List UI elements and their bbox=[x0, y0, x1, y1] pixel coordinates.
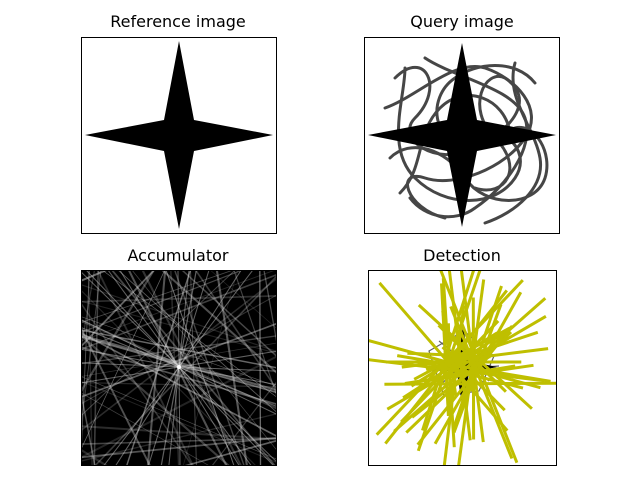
reference-image-panel bbox=[81, 37, 277, 234]
reference-image-title: Reference image bbox=[58, 12, 298, 32]
accumulator-peak bbox=[177, 365, 181, 369]
reference-star-shape bbox=[85, 41, 273, 229]
detection-vote-lines bbox=[368, 270, 557, 466]
accumulator-panel bbox=[81, 270, 277, 466]
accumulator-title: Accumulator bbox=[58, 246, 298, 266]
detection-title: Detection bbox=[342, 246, 582, 266]
detection-panel bbox=[368, 270, 557, 466]
query-image-title: Query image bbox=[342, 12, 582, 32]
query-star-shape bbox=[368, 43, 556, 227]
query-image-panel bbox=[364, 37, 560, 234]
